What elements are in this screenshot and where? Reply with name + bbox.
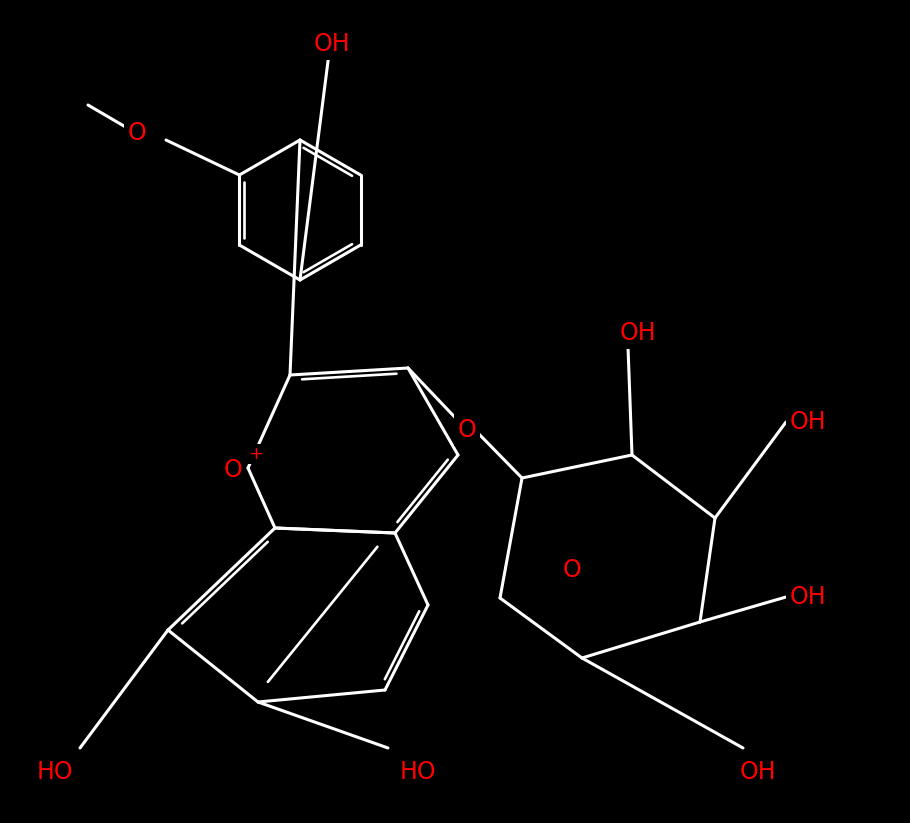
Text: O: O [127, 121, 147, 145]
Text: OH: OH [620, 321, 656, 345]
Text: OH: OH [314, 32, 350, 56]
Text: OH: OH [790, 585, 826, 609]
Text: O: O [224, 458, 242, 482]
Text: HO: HO [36, 760, 74, 784]
Text: OH: OH [740, 760, 776, 784]
Text: +: + [248, 445, 264, 463]
Text: O: O [458, 418, 476, 442]
Text: HO: HO [399, 760, 436, 784]
Text: O: O [562, 558, 581, 582]
Text: OH: OH [790, 410, 826, 434]
